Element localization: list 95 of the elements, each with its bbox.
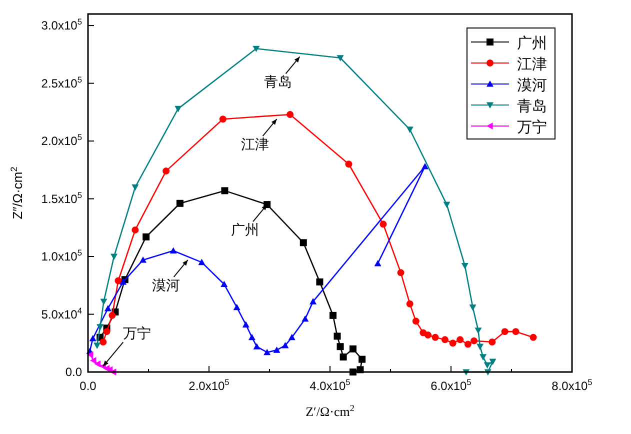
point <box>253 343 260 350</box>
legend-label: 江津 <box>517 55 547 73</box>
point <box>470 337 478 344</box>
point <box>441 336 448 344</box>
y-tick-label: 2.0x10$^{5}$ <box>41 132 82 148</box>
point <box>176 200 184 207</box>
point <box>512 328 520 336</box>
annotation: 漠河 <box>152 278 180 294</box>
point <box>310 298 317 304</box>
point <box>174 106 182 112</box>
point <box>345 160 352 168</box>
point <box>103 328 110 336</box>
point <box>219 116 226 123</box>
point <box>530 334 537 341</box>
point <box>336 55 344 62</box>
point <box>114 277 122 284</box>
legend-label: 万宁 <box>517 118 547 136</box>
x-tick-label: 6.0x10$^{5}$ <box>430 377 472 393</box>
point <box>142 233 150 240</box>
x-tick-label: 2.0x10$^{5}$ <box>188 377 230 393</box>
point <box>421 162 428 170</box>
point <box>469 304 476 311</box>
point <box>397 269 404 276</box>
point <box>456 336 464 344</box>
point <box>302 315 309 322</box>
y-tick-label: 2.5x10$^{5}$ <box>41 74 82 90</box>
point <box>94 360 100 368</box>
point <box>96 324 104 330</box>
annotation: 青岛 <box>264 74 292 91</box>
point <box>501 328 508 336</box>
point <box>248 334 256 340</box>
point <box>340 353 347 360</box>
point <box>406 300 414 308</box>
point <box>100 338 107 346</box>
point <box>489 358 496 366</box>
point <box>476 344 484 350</box>
point <box>242 321 250 328</box>
point <box>132 184 139 191</box>
point <box>100 298 108 306</box>
point <box>424 332 432 339</box>
point <box>316 278 324 286</box>
point <box>300 239 307 246</box>
point <box>104 304 112 312</box>
point <box>140 256 147 263</box>
point <box>252 46 260 52</box>
x-axis-title: Z′/Ω·cm$^{2}$ <box>306 403 355 419</box>
point <box>282 342 289 348</box>
x-tick-label: 0.0 <box>80 379 97 393</box>
point <box>480 354 487 360</box>
x-tick-label: 8.0x10$^{5}$ <box>552 377 593 393</box>
point <box>288 334 296 340</box>
point <box>406 126 414 133</box>
point <box>358 356 366 363</box>
point <box>488 338 496 346</box>
point <box>412 318 420 325</box>
point <box>170 247 177 254</box>
point <box>264 348 271 356</box>
point <box>198 258 206 266</box>
point <box>273 346 280 353</box>
point <box>380 220 387 228</box>
point <box>443 202 450 208</box>
point <box>233 304 240 310</box>
point <box>484 362 491 369</box>
point <box>330 312 337 319</box>
point <box>162 168 170 175</box>
point <box>132 226 139 234</box>
x-tick-label: 4.0x10$^{5}$ <box>310 377 351 393</box>
point <box>286 110 294 118</box>
point <box>336 343 344 350</box>
point <box>474 328 482 334</box>
legend-label: 青岛 <box>517 97 547 115</box>
y-tick-label: 3.0x10$^{5}$ <box>41 16 82 33</box>
legend-label: 漠河 <box>517 76 547 94</box>
annotation: 江津 <box>240 137 269 154</box>
point <box>94 342 101 349</box>
y-tick-label: 1.5x10$^{5}$ <box>41 190 82 206</box>
point <box>461 262 468 270</box>
point <box>334 332 341 340</box>
annotation: 广州 <box>231 222 260 239</box>
point <box>464 340 472 348</box>
point <box>108 312 116 319</box>
point <box>432 334 439 341</box>
point <box>90 356 96 364</box>
point <box>89 335 96 342</box>
legend-label: 广州 <box>517 34 547 52</box>
annotation: 万宁 <box>123 326 152 342</box>
point <box>349 345 356 352</box>
point <box>374 260 382 266</box>
point <box>221 187 228 194</box>
y-tick-label: 1.0x10$^{5}$ <box>41 248 82 264</box>
point <box>110 254 118 260</box>
y-tick-label: 5.0x10$^{4}$ <box>41 305 82 322</box>
point <box>449 340 456 347</box>
point <box>220 280 228 288</box>
y-tick-label: 0.0 <box>65 365 82 379</box>
